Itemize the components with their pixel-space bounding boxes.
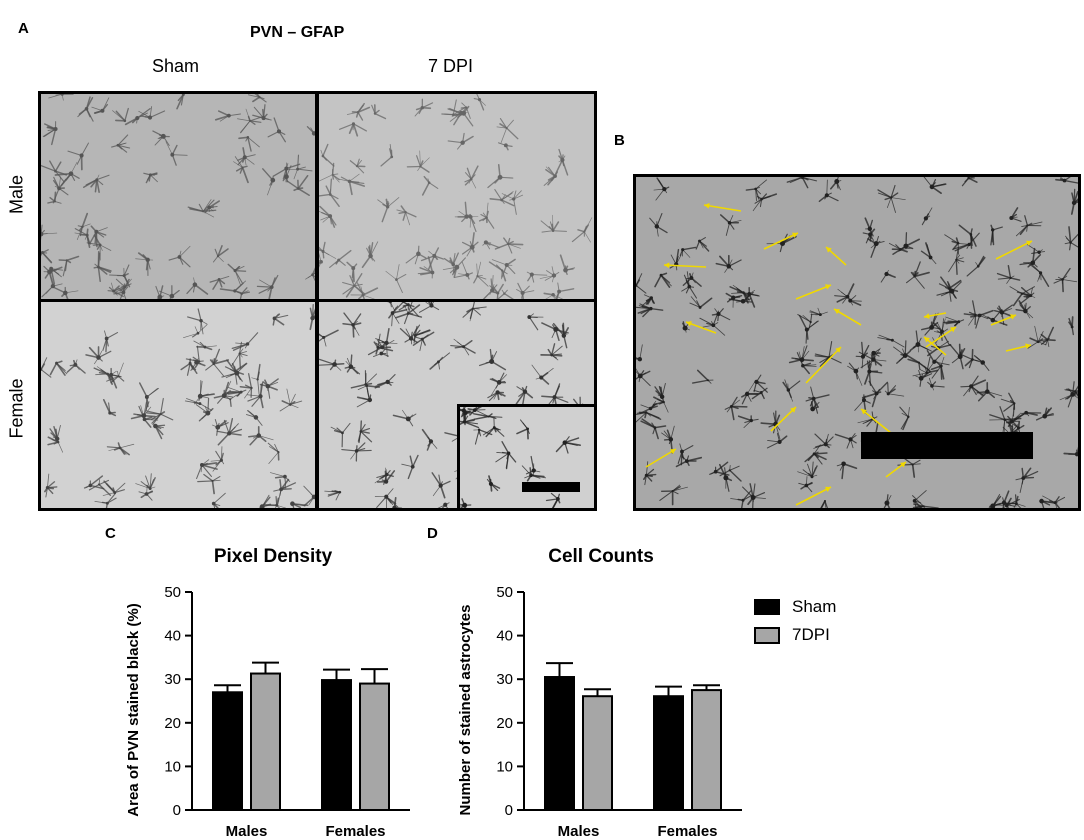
y-tick-label: 10 <box>164 758 181 775</box>
y-axis-label: Number of stained astrocytes <box>457 605 474 816</box>
y-tick-label: 50 <box>496 584 513 601</box>
legend-item-7dpi: 7DPI <box>754 624 836 646</box>
row-label-female: Female <box>6 378 27 439</box>
y-tick-label: 50 <box>164 584 181 601</box>
panel-d-letter: D <box>427 525 438 542</box>
legend-label-7dpi: 7DPI <box>792 625 830 644</box>
y-tick-label: 40 <box>496 628 513 645</box>
panel-a-title: PVN – GFAP <box>250 24 345 41</box>
column-label-7dpi: 7 DPI <box>428 56 474 76</box>
bar-7dpi-females <box>691 689 722 812</box>
legend-item-sham: Sham <box>754 596 836 618</box>
legend-swatch-7dpi <box>754 626 780 644</box>
y-tick-label: 20 <box>164 715 181 732</box>
bar-7dpi-females <box>359 682 390 811</box>
y-tick-label: 40 <box>164 628 181 645</box>
y-tick-label: 0 <box>173 802 181 819</box>
y-tick-label: 30 <box>164 671 181 688</box>
panel-b-letter: B <box>614 132 625 149</box>
chart-cell-counts: Cell Counts Number of stained astrocytes… <box>457 546 742 840</box>
x-tick-label: Females <box>657 823 717 840</box>
bar-sham-females <box>653 695 684 811</box>
micrograph-male-sham <box>38 91 318 302</box>
legend-swatch-sham <box>754 599 780 615</box>
scale-bar-b <box>861 432 1033 459</box>
y-tick-label: 10 <box>496 758 513 775</box>
x-tick-label: Females <box>325 823 385 840</box>
scale-bar-a <box>522 482 580 492</box>
bar-7dpi-males <box>582 695 613 811</box>
bar-sham-males <box>212 691 243 811</box>
bar-sham-males <box>544 676 575 811</box>
row-label-male: Male <box>6 175 27 215</box>
y-tick-label: 20 <box>496 715 513 732</box>
bar-7dpi-males <box>250 672 281 811</box>
panel-c-letter: C <box>105 525 116 542</box>
micrograph-magnified <box>633 174 1081 511</box>
micrograph-inset <box>457 404 597 511</box>
micrograph-male-7dpi <box>316 91 597 302</box>
column-label-sham: Sham <box>152 56 200 76</box>
x-tick-label: Males <box>226 823 268 840</box>
chart-pixel-density: Pixel Density Area of PVN stained black … <box>125 546 410 840</box>
chart-title: Cell Counts <box>548 546 654 567</box>
x-tick-label: Males <box>558 823 600 840</box>
legend-label-sham: Sham <box>792 597 837 616</box>
micrograph-female-sham <box>38 299 318 511</box>
bar-sham-females <box>321 679 352 811</box>
panel-a-letter: A <box>18 20 29 37</box>
chart-title: Pixel Density <box>214 546 333 567</box>
y-tick-label: 0 <box>505 802 513 819</box>
legend: Sham 7DPI <box>754 596 836 646</box>
y-tick-label: 30 <box>496 671 513 688</box>
y-axis-label: Area of PVN stained black (%) <box>125 603 142 816</box>
